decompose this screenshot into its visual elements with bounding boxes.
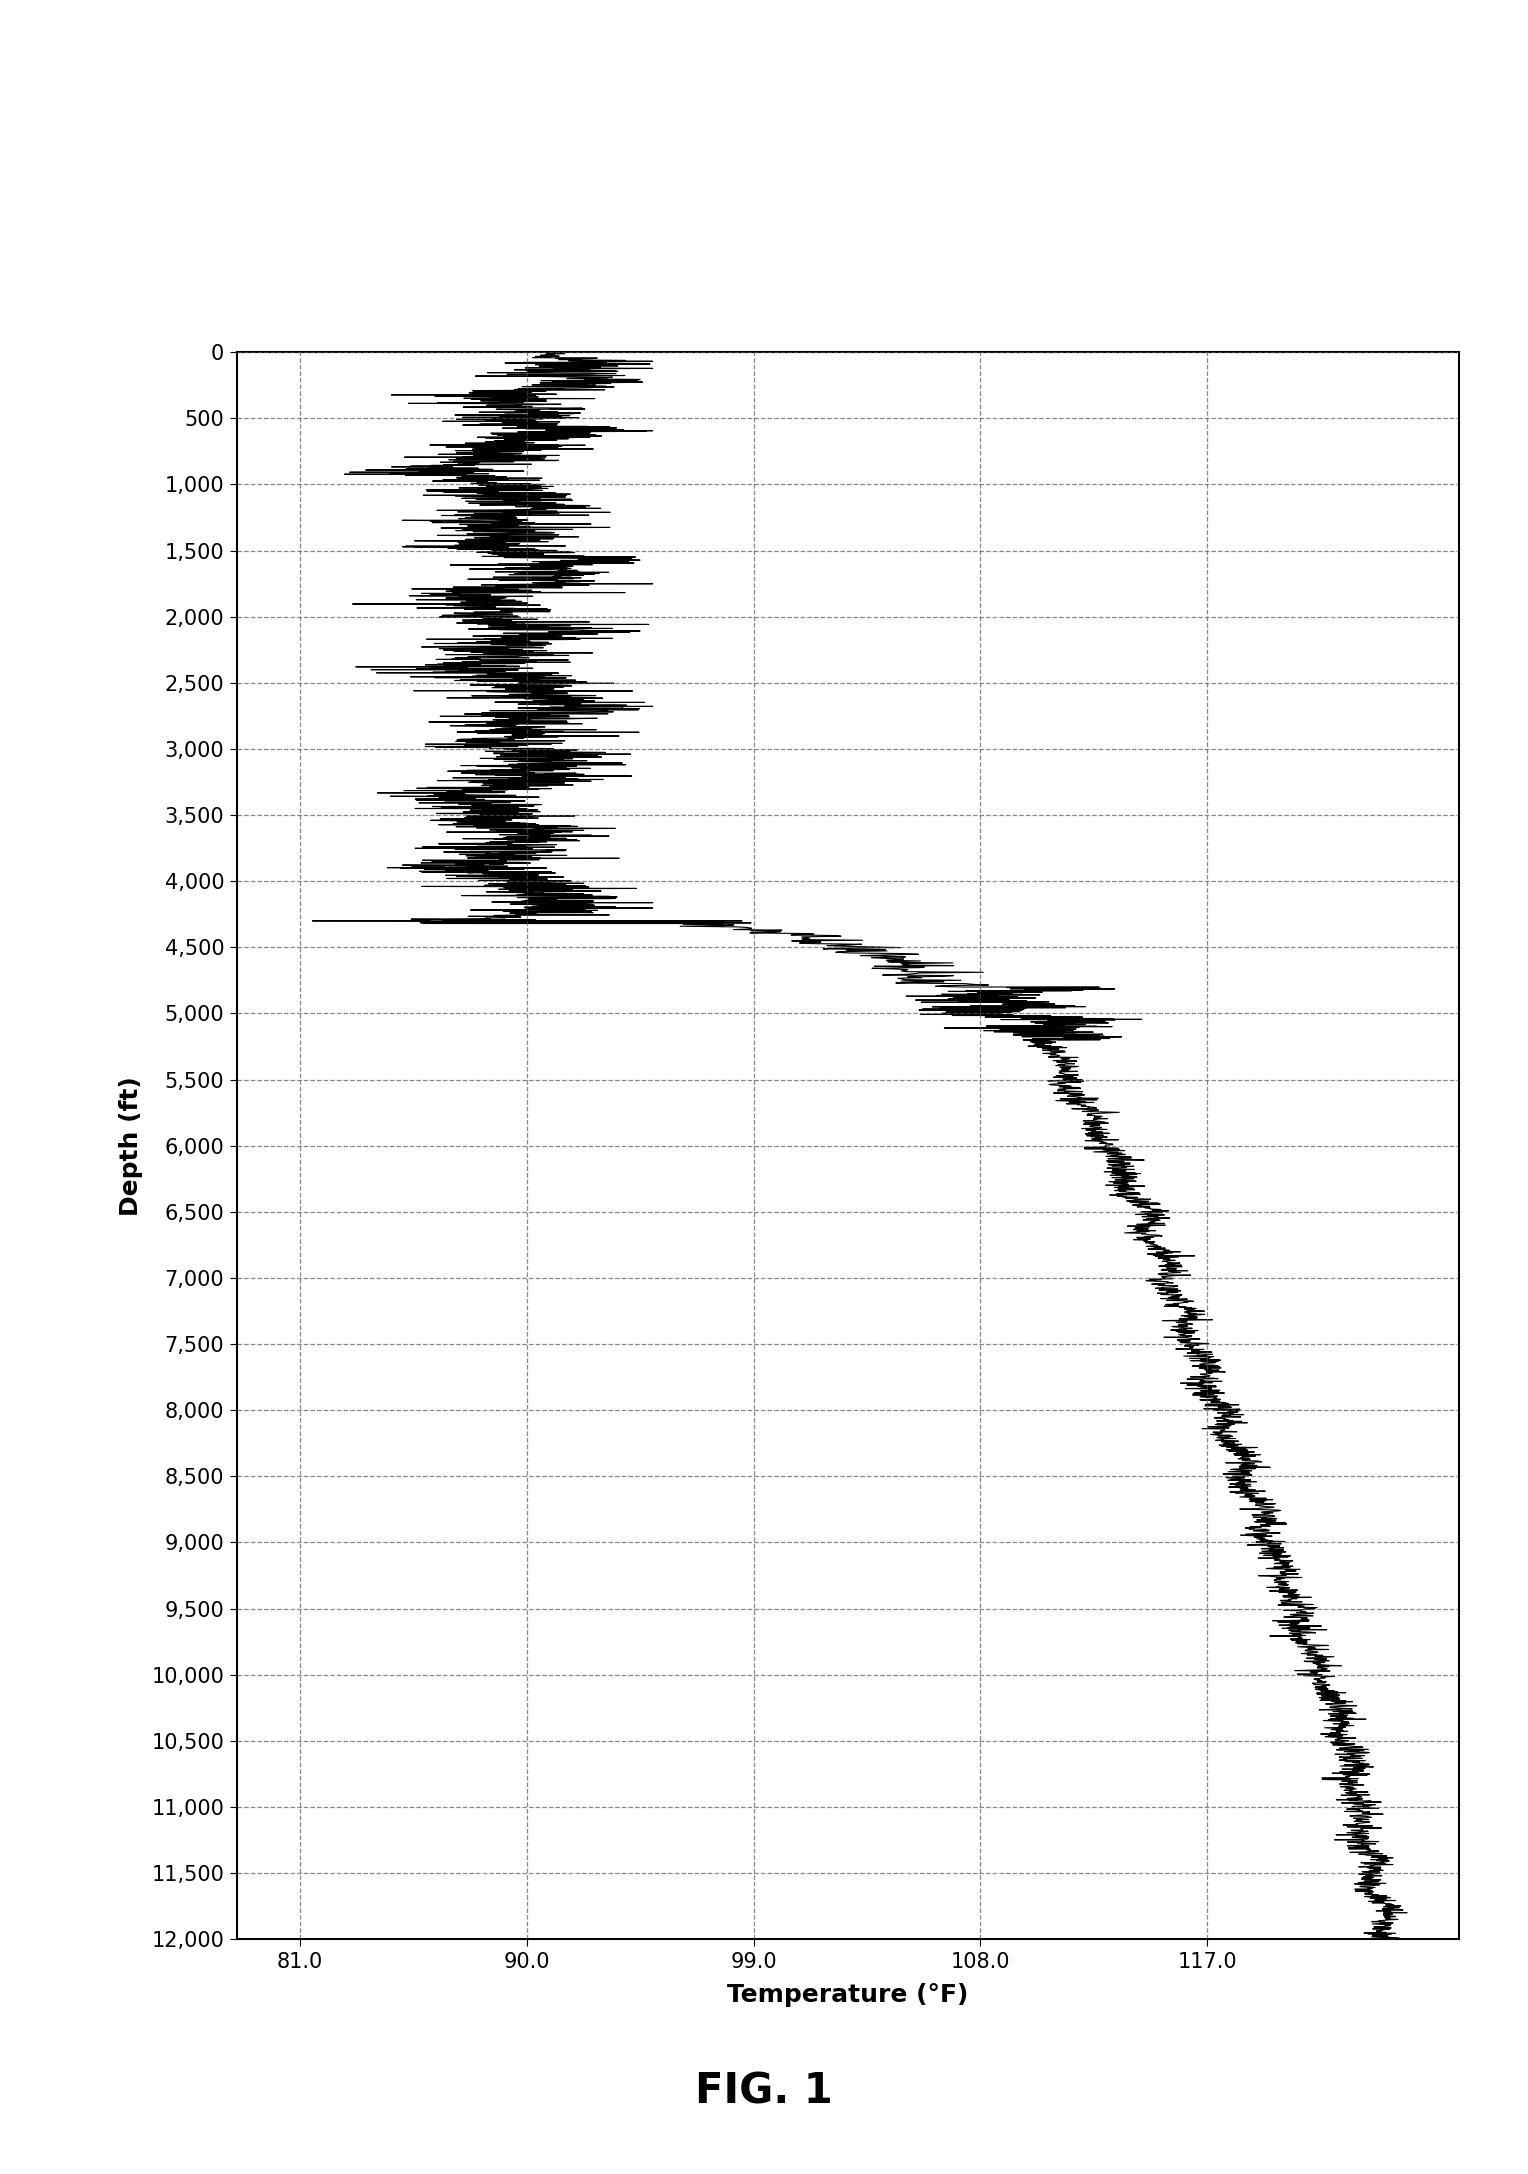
Text: FIG. 1: FIG. 1 xyxy=(695,2070,833,2113)
Y-axis label: Depth (ft): Depth (ft) xyxy=(119,1076,144,1215)
X-axis label: Temperature (°F): Temperature (°F) xyxy=(727,1983,969,2007)
